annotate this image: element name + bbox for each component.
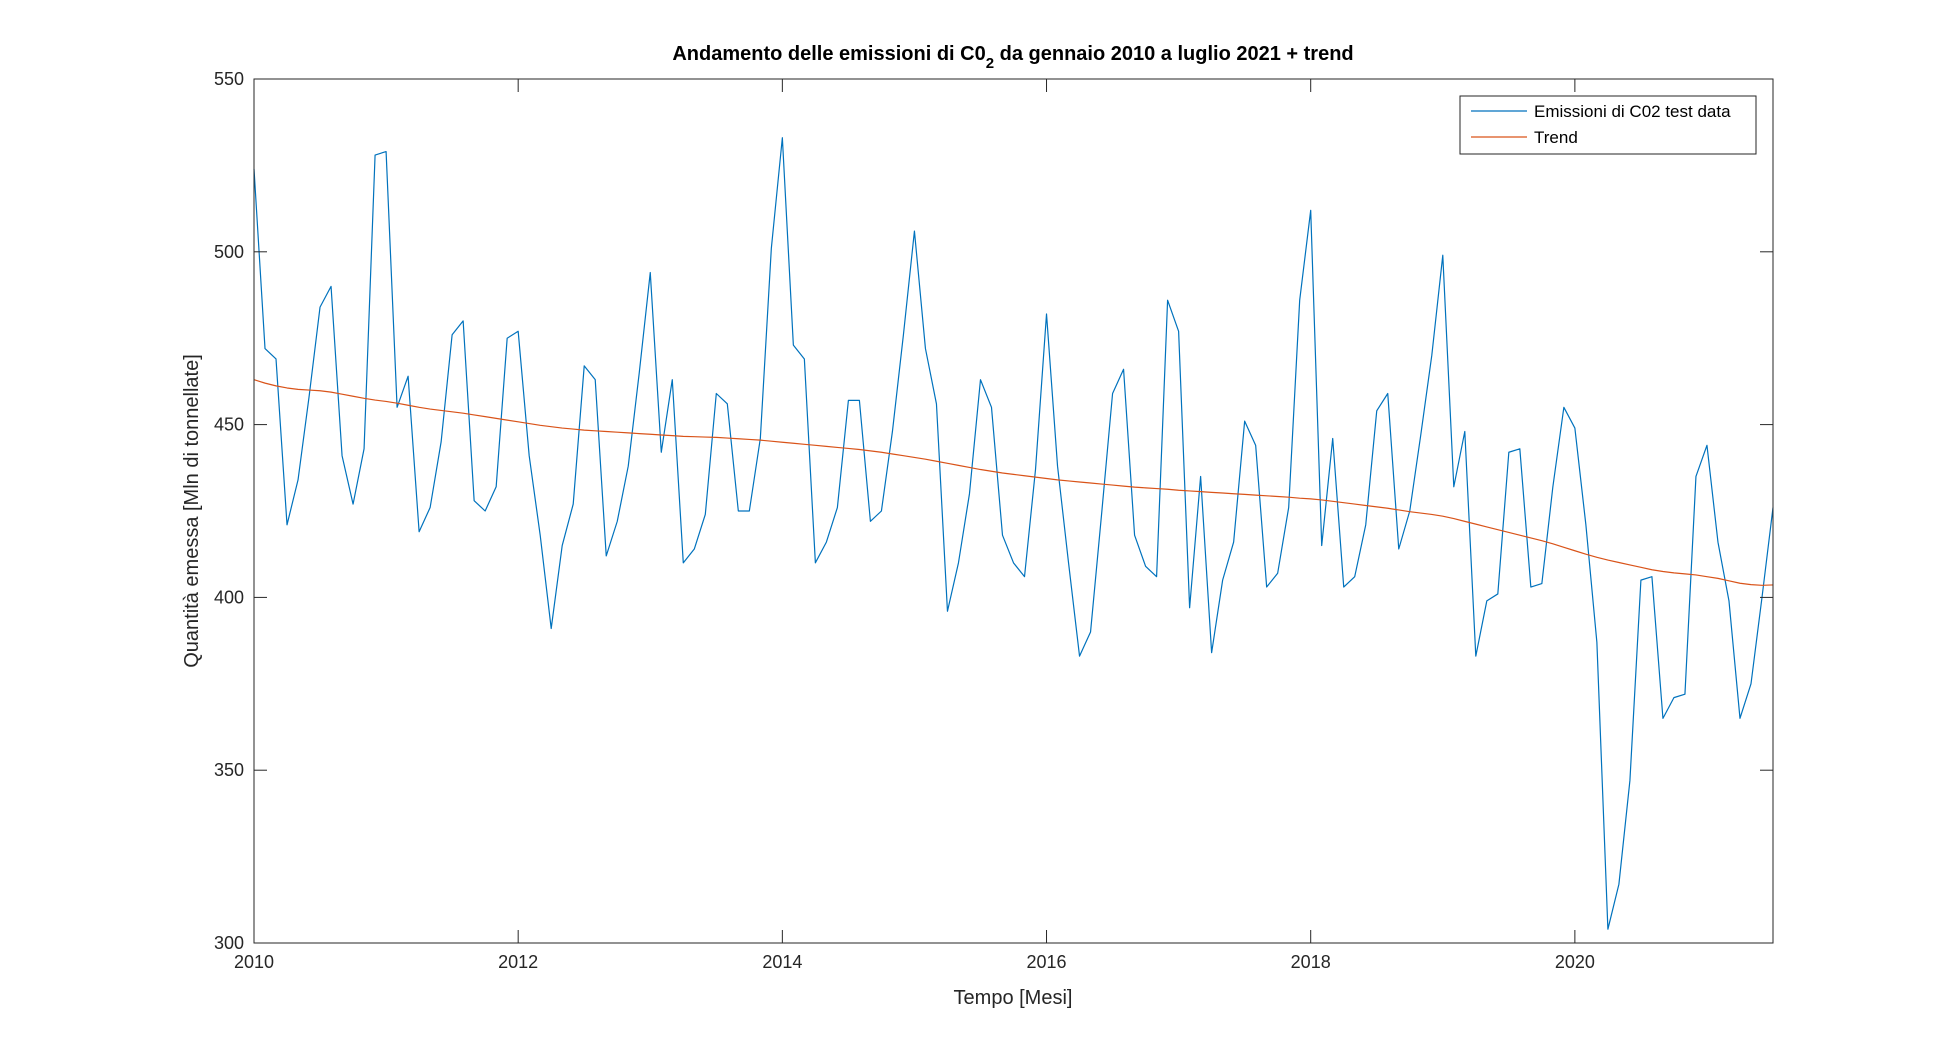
x-tick-label-2012: 2012 [498, 952, 538, 972]
ticks-layer: 2010 2012 2014 2016 2018 2020 300 350 400 450 500 5… [214, 69, 1773, 972]
y-tick-label-500: 500 [214, 242, 244, 262]
chart-title-main: Andamento delle emissioni di C0 [672, 43, 985, 65]
x-tick-label-2010: 2010 [234, 952, 274, 972]
y-tick-label-550: 550 [214, 69, 244, 89]
legend-label-series1: Emissioni di C02 test data [1534, 102, 1731, 121]
x-tick-label-2020: 2020 [1555, 952, 1595, 972]
y-axis-label: Quantità emessa [Mln di tonnellate] [181, 354, 203, 668]
axes-box [253, 78, 1774, 944]
series-line-2 [253, 379, 1774, 586]
y-tick-label-400: 400 [214, 587, 244, 607]
legend-box [1459, 95, 1757, 155]
x-tick-label-2018: 2018 [1291, 952, 1331, 972]
chart-title-suffix: da gennaio 2010 a luglio 2021 + trend [994, 43, 1354, 65]
y-tick-label-450: 450 [214, 415, 244, 435]
series-layer [253, 137, 1774, 930]
plot-area [254, 79, 1773, 943]
y-tick-label-300: 300 [214, 933, 244, 953]
y-tick-label-350: 350 [214, 760, 244, 780]
x-tick-label-2014: 2014 [762, 952, 802, 972]
chart-title-subscript: 2 [986, 55, 994, 72]
legend-label-series2: Trend [1534, 128, 1578, 147]
chart-title: Andamento delle emissioni di C02 da genn… [672, 43, 1353, 72]
legend: Emissioni di C02 test data Trend [1459, 95, 1757, 155]
x-tick-label-2016: 2016 [1026, 952, 1066, 972]
x-axis-label: Tempo [Mesi] [954, 987, 1073, 1009]
series-line-1 [253, 137, 1774, 930]
